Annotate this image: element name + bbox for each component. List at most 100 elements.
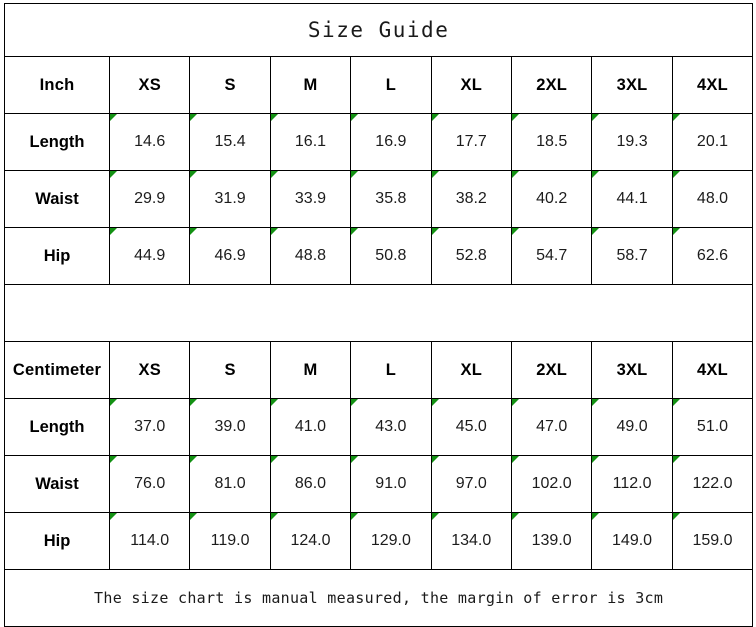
text-number-flag-icon xyxy=(110,513,117,520)
footer-row: The size chart is manual measured, the m… xyxy=(3,569,754,627)
cell-inch-waist-xl: 38.2 xyxy=(430,170,512,228)
cell-inch-length-m: 16.1 xyxy=(269,113,352,171)
cell-cm-length-s: 39.0 xyxy=(189,398,271,456)
cell-cm-waist-2xl: 102.0 xyxy=(510,455,593,513)
table-row: Hip 114.0 119.0 124.0 129.0 134.0 139.0 … xyxy=(4,512,754,570)
cell-inch-waist-4xl: 48.0 xyxy=(671,170,754,228)
cell-value: 102.0 xyxy=(531,475,572,492)
column-header-xs: XS xyxy=(108,56,191,114)
table-row: Length 14.6 15.4 16.1 16.9 17.7 18.5 19.… xyxy=(4,113,754,171)
cell-cm-length-xl: 45.0 xyxy=(430,398,512,456)
column-header-3xl: 3XL xyxy=(591,341,673,399)
text-number-flag-icon xyxy=(511,399,519,406)
cell-value: 139.0 xyxy=(531,532,572,549)
text-number-flag-icon xyxy=(592,171,600,178)
cell-value: 81.0 xyxy=(214,475,246,492)
text-number-flag-icon xyxy=(270,114,278,121)
cell-value: 29.9 xyxy=(134,190,166,207)
text-number-flag-icon xyxy=(190,399,198,406)
row-label-hip: Hip xyxy=(4,227,110,285)
cell-inch-length-xl: 17.7 xyxy=(430,113,512,171)
cell-inch-waist-2xl: 40.2 xyxy=(510,170,593,228)
cell-cm-length-l: 43.0 xyxy=(350,398,432,456)
cell-cm-waist-xl: 97.0 xyxy=(430,455,512,513)
cell-cm-waist-s: 81.0 xyxy=(189,455,271,513)
cell-value: 50.8 xyxy=(375,247,407,264)
column-header-s: S xyxy=(189,56,271,114)
text-number-flag-icon xyxy=(672,171,680,178)
cell-value: 16.9 xyxy=(375,133,407,150)
cell-value: 15.4 xyxy=(214,133,246,150)
cell-cm-length-m: 41.0 xyxy=(269,398,352,456)
text-number-flag-icon xyxy=(110,228,117,235)
text-number-flag-icon xyxy=(431,399,439,406)
cell-inch-hip-4xl: 62.6 xyxy=(671,227,754,285)
row-label-hip: Hip xyxy=(4,512,110,570)
cell-value: 48.0 xyxy=(696,190,729,207)
text-number-flag-icon xyxy=(511,456,519,463)
cell-value: 44.1 xyxy=(616,190,648,207)
text-number-flag-icon xyxy=(672,114,680,121)
column-header-l: L xyxy=(350,341,432,399)
text-number-flag-icon xyxy=(431,456,439,463)
cell-inch-waist-3xl: 44.1 xyxy=(591,170,673,228)
cell-inch-hip-m: 48.8 xyxy=(269,227,352,285)
table-row: Waist 29.9 31.9 33.9 35.8 38.2 40.2 44.1… xyxy=(4,170,754,228)
page-title: Size Guide xyxy=(3,3,754,57)
cell-value: 129.0 xyxy=(370,532,411,549)
cell-cm-waist-m: 86.0 xyxy=(269,455,352,513)
cell-inch-length-s: 15.4 xyxy=(189,113,271,171)
column-header-s: S xyxy=(189,341,271,399)
column-header-2xl: 2XL xyxy=(510,56,593,114)
column-header-xl: XL xyxy=(430,341,512,399)
text-number-flag-icon xyxy=(270,171,278,178)
cell-cm-hip-2xl: 139.0 xyxy=(510,512,593,570)
inch-header-row: Inch XS S M L XL 2XL 3XL 4XL xyxy=(4,56,754,114)
cell-value: 48.8 xyxy=(294,247,327,264)
text-number-flag-icon xyxy=(511,228,519,235)
text-number-flag-icon xyxy=(110,399,117,406)
cell-inch-waist-m: 33.9 xyxy=(269,170,352,228)
cell-value: 20.1 xyxy=(696,133,729,150)
text-number-flag-icon xyxy=(110,114,117,121)
text-number-flag-icon xyxy=(672,228,680,235)
cell-value: 54.7 xyxy=(536,247,568,264)
cell-value: 112.0 xyxy=(612,475,652,492)
text-number-flag-icon xyxy=(190,114,198,121)
text-number-flag-icon xyxy=(431,228,439,235)
text-number-flag-icon xyxy=(431,171,439,178)
cell-value: 149.0 xyxy=(612,532,653,549)
cell-inch-hip-2xl: 54.7 xyxy=(510,227,593,285)
cell-value: 51.0 xyxy=(696,418,729,435)
text-number-flag-icon xyxy=(190,228,198,235)
cell-value: 40.2 xyxy=(536,190,568,207)
cell-cm-length-3xl: 49.0 xyxy=(591,398,673,456)
column-header-l: L xyxy=(350,56,432,114)
cell-value: 91.0 xyxy=(375,475,407,492)
column-header-4xl: 4XL xyxy=(671,56,754,114)
cell-inch-length-xs: 14.6 xyxy=(108,113,191,171)
row-label-length: Length xyxy=(4,398,110,456)
cell-cm-hip-xl: 134.0 xyxy=(430,512,512,570)
text-number-flag-icon xyxy=(270,456,278,463)
cell-value: 39.0 xyxy=(214,418,246,435)
cell-value: 134.0 xyxy=(451,532,492,549)
measurement-disclaimer: The size chart is manual measured, the m… xyxy=(3,569,754,627)
text-number-flag-icon xyxy=(351,513,359,520)
cell-value: 17.7 xyxy=(455,133,487,150)
column-header-4xl: 4XL xyxy=(671,341,754,399)
size-guide-table: Size Guide Inch XS S M L XL 2XL 3XL 4XL … xyxy=(3,3,754,627)
cell-cm-waist-4xl: 122.0 xyxy=(671,455,754,513)
text-number-flag-icon xyxy=(592,513,600,520)
cell-value: 62.6 xyxy=(696,247,729,264)
row-label-length: Length xyxy=(4,113,110,171)
text-number-flag-icon xyxy=(672,399,680,406)
cell-value: 46.9 xyxy=(214,247,246,264)
text-number-flag-icon xyxy=(190,513,198,520)
row-label-waist: Waist xyxy=(4,455,110,513)
cell-inch-hip-l: 50.8 xyxy=(350,227,432,285)
cell-value: 76.0 xyxy=(134,475,166,492)
cell-value: 49.0 xyxy=(616,418,648,435)
cell-value: 44.9 xyxy=(134,247,166,264)
